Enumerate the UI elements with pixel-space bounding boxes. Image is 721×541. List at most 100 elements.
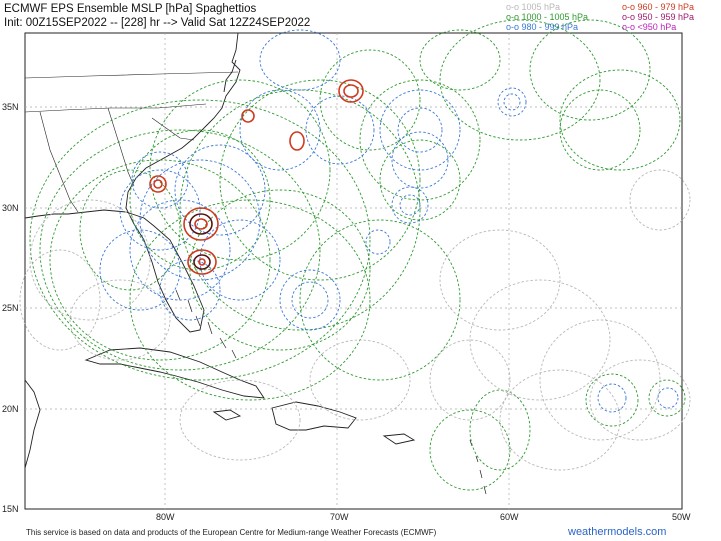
blue-contour-ring <box>199 219 281 301</box>
legend-entry-maroon: o-o 950 - 959 hPa <box>622 12 695 22</box>
yucatan <box>24 379 41 469</box>
blue-contour-ring <box>99 229 181 311</box>
lon-label-70w: 70W <box>330 512 349 522</box>
gray-contour-ring <box>469 279 611 401</box>
green-contour-ring <box>29 99 371 381</box>
puerto-rico <box>382 433 416 445</box>
green-contour-ring <box>559 69 681 171</box>
blue-contour-ring <box>597 383 627 413</box>
red-contour-ring <box>198 258 206 266</box>
blue-contour-ring <box>657 387 679 409</box>
blue-contour-ring <box>497 87 527 117</box>
red-contour-ring <box>183 207 219 241</box>
blue-contour-ring <box>503 93 521 111</box>
red-contour-ring <box>153 179 163 189</box>
green-contour-ring <box>439 19 601 141</box>
blue-contour-ring <box>397 107 443 153</box>
green-contour-ring <box>49 159 271 361</box>
ensemble-contours <box>19 19 691 491</box>
green-contour-ring <box>429 409 511 491</box>
legend-entry-red: o-o 960 - 979 hPa <box>622 2 695 12</box>
brand-link[interactable]: weathermodels.com <box>568 526 667 538</box>
gray-contour-ring <box>19 249 101 351</box>
map-frame <box>24 32 683 510</box>
gray-contour-ring <box>29 199 151 321</box>
green-contour-ring <box>129 199 371 401</box>
lon-label-60w: 60W <box>500 512 519 522</box>
state-borders <box>24 71 239 213</box>
green-contour-ring <box>179 89 421 331</box>
blue-contour-ring <box>365 229 391 255</box>
red-contour-ring <box>289 131 305 151</box>
legend-entry-gray: o-o 1005 hPa <box>506 2 561 12</box>
hispaniola <box>271 401 357 431</box>
gray-contour-ring <box>179 379 301 461</box>
lon-label-80w: 80W <box>156 512 175 522</box>
green-contour-ring <box>299 219 461 381</box>
blue-contour-ring <box>139 159 261 281</box>
legend-entry-magenta: o-o <950 hPa <box>622 22 677 32</box>
blue-contour-ring <box>239 89 321 171</box>
gray-contour-ring <box>309 339 411 421</box>
blue-contour-ring <box>279 269 341 331</box>
blue-contour-ring <box>131 151 189 209</box>
jamaica <box>212 409 242 421</box>
lon-label-50w: 50W <box>672 512 691 522</box>
green-contour-ring <box>648 379 686 417</box>
legend-entry-blue: o-o 980 - 999 hPa <box>506 22 579 32</box>
blue-contour-ring <box>259 29 341 91</box>
lat-label-20n: 20N <box>2 404 19 414</box>
green-contour-ring <box>219 79 421 281</box>
blue-contour-ring <box>379 89 461 171</box>
gray-contour-ring <box>429 339 511 421</box>
green-contour-ring <box>469 389 531 471</box>
red-contour-ring <box>338 79 364 103</box>
green-contour-ring <box>189 189 371 351</box>
green-contour-ring <box>379 139 461 221</box>
green-contour-ring <box>529 19 651 121</box>
legend-column-1: o-o 1005 hPa o-o 1000 - 1005 hPa o-o 980… <box>506 2 588 32</box>
gray-contour-ring <box>69 279 171 361</box>
blue-contour-ring <box>391 186 429 224</box>
attribution-footer: This service is based on data and produc… <box>26 528 437 537</box>
lat-label-35n: 35N <box>2 102 19 112</box>
blue-contour-ring <box>174 144 266 236</box>
green-contour-ring <box>39 129 321 371</box>
dark-contour-ring <box>193 254 211 270</box>
legend-entry-green: o-o 1000 - 1005 hPa <box>506 12 589 22</box>
red-contour-ring <box>241 109 255 123</box>
lesser-antilles <box>469 439 487 495</box>
blue-contour-ring <box>391 131 449 189</box>
dark-contour-ring <box>189 213 213 235</box>
lat-label-30n: 30N <box>2 203 19 213</box>
red-contour-ring <box>187 249 217 275</box>
red-contour-ring <box>343 84 359 98</box>
cuba <box>84 347 265 399</box>
blue-contour-ring <box>119 169 201 251</box>
green-contour-ring <box>559 89 641 171</box>
green-contour-ring <box>359 79 481 201</box>
green-contour-ring <box>419 29 501 91</box>
green-contour-ring <box>79 169 181 291</box>
green-contour-ring <box>129 129 271 271</box>
blue-contour-ring <box>291 281 329 319</box>
title-line-2: Init: 00Z15SEP2022 -- [228] hr --> Valid… <box>4 17 311 29</box>
blue-contour-ring <box>399 194 421 216</box>
blue-contour-ring <box>159 259 221 321</box>
delmarva <box>223 59 237 93</box>
lat-label-25n: 25N <box>2 303 19 313</box>
gray-contour-ring <box>499 369 621 471</box>
blue-contour-ring <box>129 199 231 301</box>
axis-labels: 80W 70W 60W 50W 35N 30N 25N 20N 15N <box>2 102 691 522</box>
legend-column-2: o-o 960 - 979 hPa o-o 950 - 959 hPa o-o … <box>622 2 694 32</box>
bahamas <box>175 289 237 359</box>
green-contour-ring <box>149 79 331 261</box>
gray-contour-ring <box>589 359 691 441</box>
green-contour-ring <box>319 49 421 151</box>
gray-contour-ring <box>439 229 561 331</box>
lat-label-15n: 15N <box>2 504 19 514</box>
graticule <box>25 33 682 509</box>
title-line-1: ECMWF EPS Ensemble MSLP [hPa] Spaghettio… <box>4 3 257 15</box>
red-contour-ring <box>149 175 167 193</box>
